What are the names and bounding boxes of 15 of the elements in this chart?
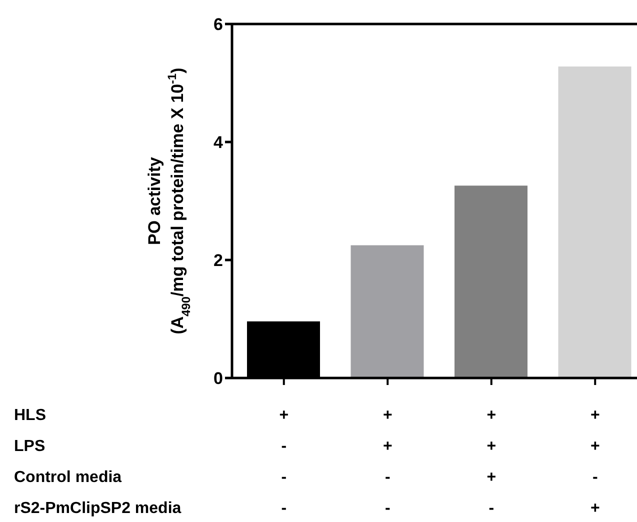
y-tick-label: 4 — [214, 133, 224, 152]
x-tick-label: + + - - — [382, 407, 392, 517]
text: Control media — [14, 469, 122, 486]
text: rS2-PmClipSP2 media — [14, 500, 182, 517]
text: HLS — [14, 407, 46, 424]
y-tick-label: 6 — [214, 15, 223, 34]
bar — [454, 186, 528, 378]
y-tick-label: 0 — [214, 369, 223, 388]
x-tick-label: + - - - — [279, 407, 289, 517]
bar — [350, 245, 424, 378]
x-tick-label: + + - + — [590, 407, 600, 517]
y-tick-label: 2 — [214, 251, 223, 270]
bar — [558, 66, 632, 378]
text: LPS — [14, 438, 46, 455]
x-tick-label: + + + - — [486, 407, 496, 517]
